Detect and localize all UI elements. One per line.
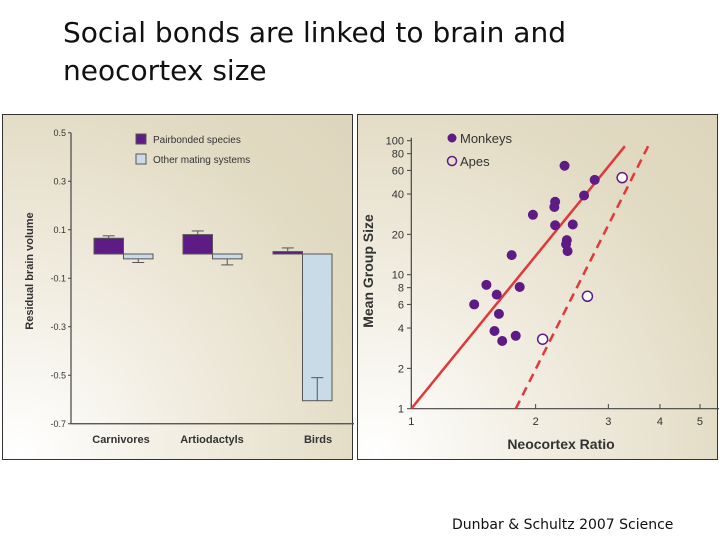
slide-title: Social bonds are linked to brain and neo… bbox=[63, 14, 663, 90]
bar-pairbonded bbox=[93, 237, 124, 255]
y-tick-label: 2 bbox=[398, 363, 404, 375]
x-tick-label: 4 bbox=[657, 416, 663, 428]
y-tick-label: 0.3 bbox=[53, 176, 66, 186]
y-tick-label: 100 bbox=[386, 136, 404, 148]
y-tick-label: -0.1 bbox=[50, 273, 66, 283]
category-label: Carnivores bbox=[92, 434, 149, 446]
y-tick-label: 1 bbox=[398, 404, 404, 416]
y-tick-label: 20 bbox=[392, 229, 404, 241]
bar-other bbox=[302, 253, 333, 402]
legend-marker bbox=[447, 133, 457, 143]
y-tick-label: -0.3 bbox=[50, 322, 66, 332]
group-size-scatter-chart: Mean Group Size Neocortex Ratio 1 2 4 6 8 10 2… bbox=[357, 114, 719, 460]
y-axis-label: Mean Group Size bbox=[360, 214, 376, 328]
x-tick-label: 2 bbox=[533, 416, 539, 428]
bar-chart-svg: Residual brain volume 0.5 0.3 0.1 -0.1 -0.3 -… bbox=[24, 128, 354, 446]
slide-title-line1: Social bonds are linked to brain and bbox=[63, 16, 566, 49]
legend-label: Monkeys bbox=[460, 131, 513, 146]
monkey-point bbox=[491, 289, 502, 300]
monkey-point bbox=[497, 336, 508, 347]
y-axis-label: Residual brain volume bbox=[24, 212, 36, 329]
monkey-point bbox=[567, 219, 578, 230]
bar-pairbonded bbox=[272, 251, 303, 255]
y-tick-label: 0.1 bbox=[53, 225, 66, 235]
monkey-point bbox=[550, 220, 561, 231]
legend-swatch bbox=[135, 133, 147, 145]
monkey-point bbox=[493, 308, 504, 319]
x-tick-label: 1 bbox=[408, 416, 414, 428]
legend-label: Apes bbox=[460, 154, 490, 169]
monkey-point bbox=[527, 209, 538, 220]
monkey-point bbox=[489, 326, 500, 337]
monkey-point bbox=[589, 174, 600, 185]
category-label: Artiodactyls bbox=[180, 434, 244, 446]
monkey-point bbox=[579, 190, 590, 201]
monkey-point bbox=[559, 160, 570, 171]
bar-other bbox=[123, 253, 154, 260]
scatter-chart-svg: Mean Group Size Neocortex Ratio 1 2 4 6 810 2… bbox=[360, 131, 719, 452]
y-tick-label: 8 bbox=[398, 283, 404, 295]
x-tick-label: 3 bbox=[605, 416, 611, 428]
monkey-point bbox=[506, 250, 517, 261]
x-tick-label: 5 bbox=[697, 416, 703, 428]
ape-point bbox=[581, 290, 594, 303]
y-tick-label: 0.5 bbox=[53, 128, 66, 138]
monkey-point bbox=[469, 299, 480, 310]
y-tick-label: -0.7 bbox=[50, 419, 66, 429]
y-tick-label: 10 bbox=[392, 270, 404, 282]
x-axis-label: Neocortex Ratio bbox=[507, 436, 614, 452]
legend-label: Other mating systems bbox=[153, 155, 250, 166]
y-tick-label: 6 bbox=[398, 299, 404, 311]
monkey-point bbox=[481, 279, 492, 290]
citation: Dunbar & Schultz 2007 Science bbox=[452, 517, 674, 533]
ape-point bbox=[616, 171, 628, 184]
y-tick-label: 40 bbox=[392, 189, 404, 201]
monkey-point bbox=[510, 330, 521, 341]
y-tick-label: -0.5 bbox=[50, 370, 66, 380]
ape-point bbox=[536, 333, 549, 345]
monkey-point bbox=[549, 202, 560, 213]
monkeys-regression-line bbox=[410, 145, 626, 410]
category-label: Birds bbox=[304, 434, 332, 446]
bar-pairbonded bbox=[182, 234, 213, 255]
slide-title-line2: neocortex size bbox=[63, 54, 267, 87]
y-tick-label: 4 bbox=[398, 323, 404, 335]
y-tick-label: 80 bbox=[392, 149, 404, 161]
bar-other bbox=[212, 253, 243, 260]
monkey-point bbox=[562, 246, 573, 257]
brain-volume-bar-chart: Residual brain volume 0.5 0.3 0.1 -0.1 -0.3 -… bbox=[2, 114, 354, 460]
apes-regression-line bbox=[514, 140, 652, 410]
legend-label: Pairbonded species bbox=[153, 135, 241, 146]
legend-swatch bbox=[135, 153, 147, 165]
monkey-point bbox=[514, 281, 525, 292]
y-tick-label: 60 bbox=[392, 165, 404, 177]
legend-marker bbox=[446, 155, 458, 167]
